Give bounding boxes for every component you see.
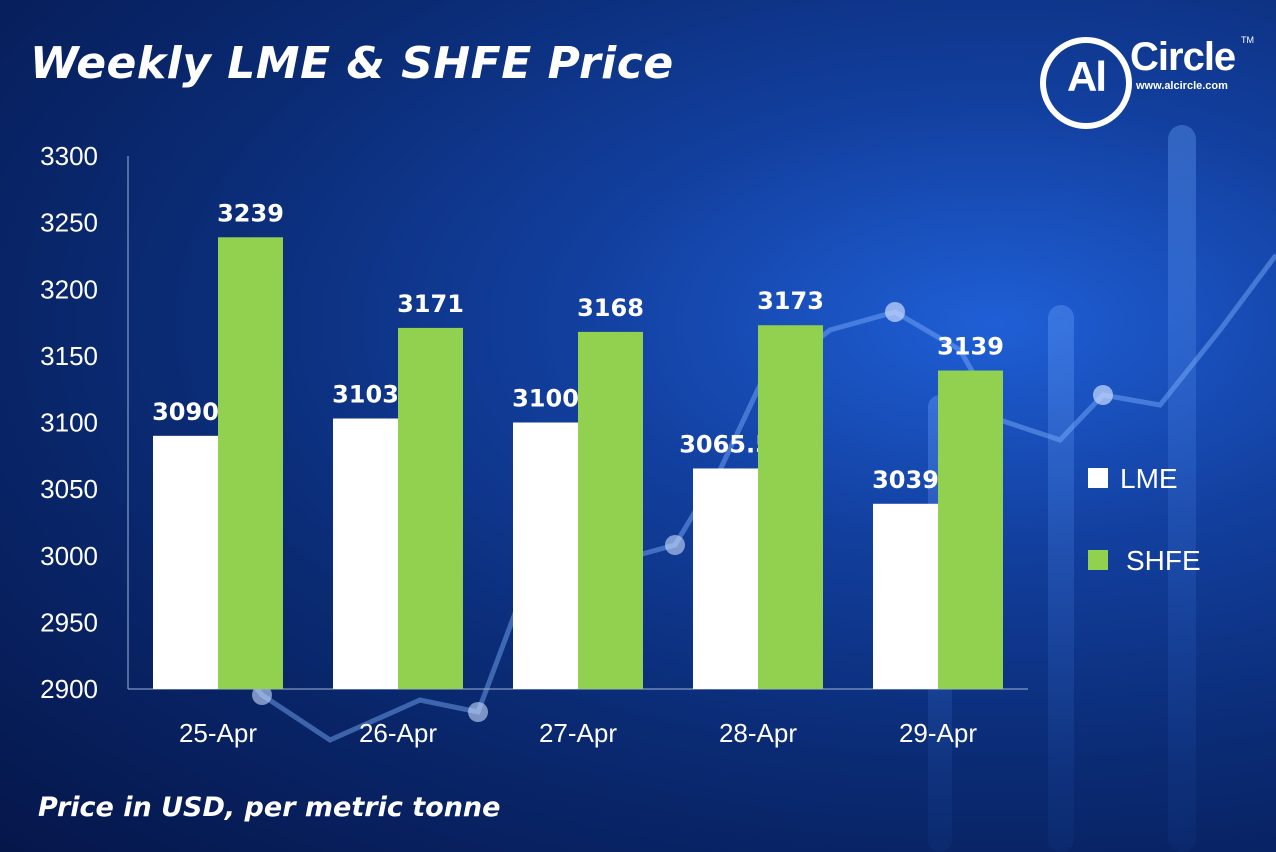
x-tick-label: 25-Apr [179,718,257,748]
data-label-lme: 3100 [512,385,579,413]
data-label-shfe: 3139 [937,333,1004,361]
logo-trademark: TM [1241,35,1254,45]
y-tick-label: 3100 [40,408,98,438]
bar-shfe [398,327,463,689]
x-tick-label: 27-Apr [539,718,617,748]
bar-shfe [218,237,283,689]
background-node [468,702,488,722]
background-node [665,535,685,555]
bar-lme [693,468,758,689]
legend-label-shfe: SHFE [1126,545,1201,576]
y-tick-label: 2950 [40,607,98,637]
data-label-shfe: 3173 [757,287,824,315]
bar-shfe [578,331,643,689]
bar-shfe [938,370,1003,689]
data-label-lme: 3039 [872,466,939,494]
unit-footnote: Price in USD, per metric tonne [38,792,501,823]
y-tick-label: 3250 [40,208,98,238]
y-tick-label: 3000 [40,541,98,571]
legend-swatch-lme [1088,468,1108,488]
bar-lme [873,503,938,689]
x-tick-label: 26-Apr [359,718,437,748]
background-node [252,685,272,705]
legend-label-lme: LME [1120,463,1178,494]
bar-lme [513,422,578,689]
background-pillar [1048,305,1074,852]
background-node [885,302,905,322]
bar-lme [153,435,218,689]
logo-mark: Al [1067,53,1107,100]
y-tick-label: 2900 [40,674,98,704]
data-label-shfe: 3239 [217,199,284,227]
x-tick-label: 29-Apr [899,718,977,748]
data-label-lme: 3090 [152,398,219,426]
bar-lme [333,418,398,689]
logo-ring [1040,37,1132,129]
logo-name: Circle [1130,35,1236,79]
y-tick-label: 3300 [40,141,98,171]
alcircle-logo: Al Circle TM www.alcircle.com [1038,35,1254,135]
data-label-lme: 3065.5 [679,430,772,458]
background-trend-line [198,253,1276,743]
logo-url: www.alcircle.com [1136,80,1228,92]
chart-title: Weekly LME & SHFE Price [30,38,674,89]
data-label-shfe: 3171 [397,290,464,318]
background-pillar [1168,125,1196,852]
y-tick-label: 3050 [40,474,98,504]
y-tick-label: 3150 [40,341,98,371]
data-label-lme: 3103 [332,381,399,409]
y-tick-label: 3200 [40,274,98,304]
legend-swatch-shfe [1088,550,1108,570]
x-tick-label: 28-Apr [719,718,797,748]
bar-shfe [758,325,823,689]
background-node [1093,385,1113,405]
data-label-shfe: 3168 [577,294,644,322]
